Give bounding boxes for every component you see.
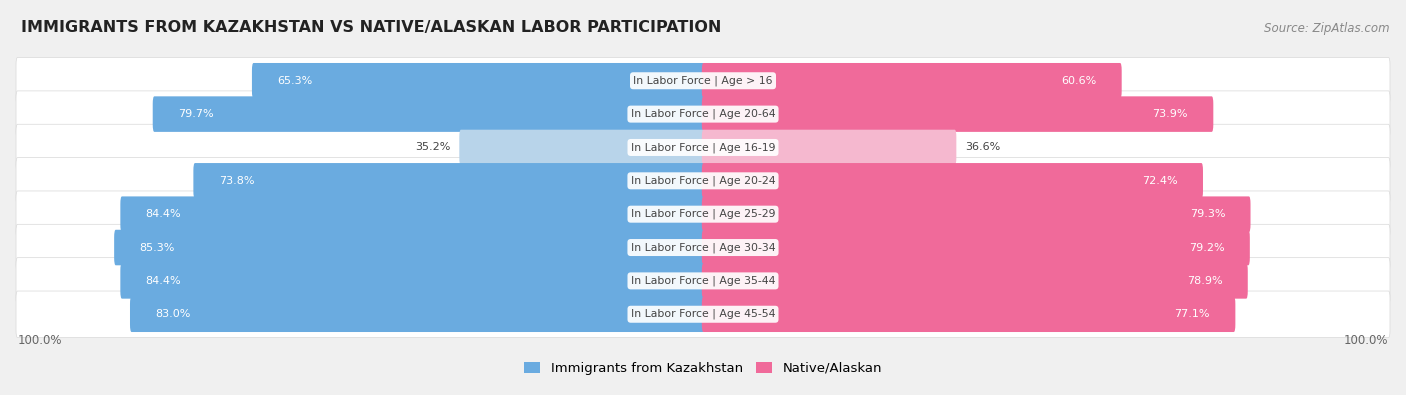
Text: In Labor Force | Age 30-34: In Labor Force | Age 30-34 [631,242,775,253]
Text: 84.4%: 84.4% [146,276,181,286]
Legend: Immigrants from Kazakhstan, Native/Alaskan: Immigrants from Kazakhstan, Native/Alask… [519,356,887,380]
FancyBboxPatch shape [129,297,704,332]
FancyBboxPatch shape [702,163,1204,199]
FancyBboxPatch shape [15,91,1391,137]
FancyBboxPatch shape [194,163,704,199]
FancyBboxPatch shape [460,130,704,165]
FancyBboxPatch shape [114,230,704,265]
Text: 78.9%: 78.9% [1187,276,1222,286]
Text: In Labor Force | Age > 16: In Labor Force | Age > 16 [633,75,773,86]
Text: 100.0%: 100.0% [1344,334,1389,347]
Text: In Labor Force | Age 25-29: In Labor Force | Age 25-29 [631,209,775,220]
FancyBboxPatch shape [121,196,704,232]
FancyBboxPatch shape [702,130,956,165]
FancyBboxPatch shape [15,258,1391,304]
FancyBboxPatch shape [15,191,1391,237]
FancyBboxPatch shape [153,96,704,132]
Text: 79.3%: 79.3% [1189,209,1225,219]
Text: 36.6%: 36.6% [966,143,1001,152]
FancyBboxPatch shape [15,158,1391,204]
Text: In Labor Force | Age 45-54: In Labor Force | Age 45-54 [631,309,775,320]
Text: Source: ZipAtlas.com: Source: ZipAtlas.com [1264,23,1389,36]
FancyBboxPatch shape [121,263,704,299]
FancyBboxPatch shape [702,230,1250,265]
FancyBboxPatch shape [15,58,1391,104]
Text: 65.3%: 65.3% [277,76,312,86]
Text: 79.7%: 79.7% [179,109,214,119]
Text: 85.3%: 85.3% [139,243,174,252]
Text: In Labor Force | Age 20-64: In Labor Force | Age 20-64 [631,109,775,119]
Text: In Labor Force | Age 16-19: In Labor Force | Age 16-19 [631,142,775,153]
Text: 60.6%: 60.6% [1062,76,1097,86]
Text: IMMIGRANTS FROM KAZAKHSTAN VS NATIVE/ALASKAN LABOR PARTICIPATION: IMMIGRANTS FROM KAZAKHSTAN VS NATIVE/ALA… [21,21,721,36]
FancyBboxPatch shape [702,263,1247,299]
Text: In Labor Force | Age 35-44: In Labor Force | Age 35-44 [631,276,775,286]
Text: 77.1%: 77.1% [1174,309,1211,319]
FancyBboxPatch shape [702,196,1250,232]
Text: 100.0%: 100.0% [17,334,62,347]
FancyBboxPatch shape [702,63,1122,98]
Text: 79.2%: 79.2% [1189,243,1225,252]
FancyBboxPatch shape [15,291,1391,337]
Text: 83.0%: 83.0% [155,309,191,319]
FancyBboxPatch shape [15,224,1391,271]
Text: 35.2%: 35.2% [415,143,450,152]
Text: 84.4%: 84.4% [146,209,181,219]
FancyBboxPatch shape [252,63,704,98]
Text: 72.4%: 72.4% [1142,176,1178,186]
Text: 73.8%: 73.8% [219,176,254,186]
FancyBboxPatch shape [702,96,1213,132]
FancyBboxPatch shape [702,297,1236,332]
FancyBboxPatch shape [15,124,1391,171]
Text: 73.9%: 73.9% [1153,109,1188,119]
Text: In Labor Force | Age 20-24: In Labor Force | Age 20-24 [631,175,775,186]
